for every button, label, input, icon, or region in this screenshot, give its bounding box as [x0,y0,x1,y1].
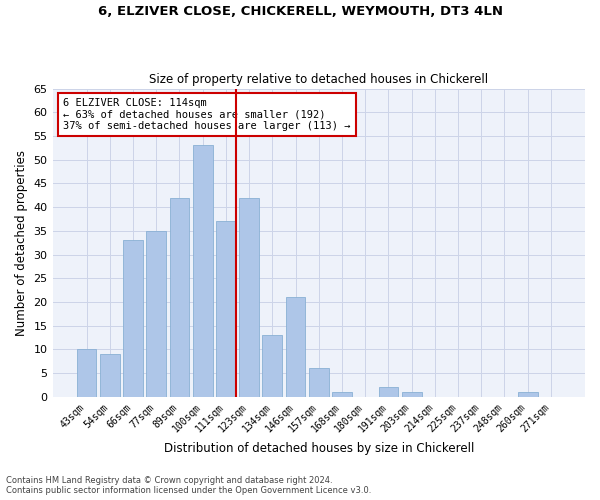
Text: 6, ELZIVER CLOSE, CHICKERELL, WEYMOUTH, DT3 4LN: 6, ELZIVER CLOSE, CHICKERELL, WEYMOUTH, … [97,5,503,18]
Bar [77,350,97,397]
Bar [146,231,166,397]
Bar [379,388,398,397]
Bar [286,297,305,397]
Bar [100,354,119,397]
Text: 6 ELZIVER CLOSE: 114sqm
← 63% of detached houses are smaller (192)
37% of semi-d: 6 ELZIVER CLOSE: 114sqm ← 63% of detache… [63,98,350,131]
Bar [332,392,352,397]
Bar [123,240,143,397]
Bar [170,198,190,397]
Title: Size of property relative to detached houses in Chickerell: Size of property relative to detached ho… [149,73,488,86]
Bar [262,335,282,397]
Text: Contains HM Land Registry data © Crown copyright and database right 2024.
Contai: Contains HM Land Registry data © Crown c… [6,476,371,495]
Y-axis label: Number of detached properties: Number of detached properties [15,150,28,336]
Bar [239,198,259,397]
Bar [518,392,538,397]
Bar [309,368,329,397]
Bar [216,222,236,397]
Bar [193,146,212,397]
X-axis label: Distribution of detached houses by size in Chickerell: Distribution of detached houses by size … [164,442,474,455]
Bar [402,392,422,397]
